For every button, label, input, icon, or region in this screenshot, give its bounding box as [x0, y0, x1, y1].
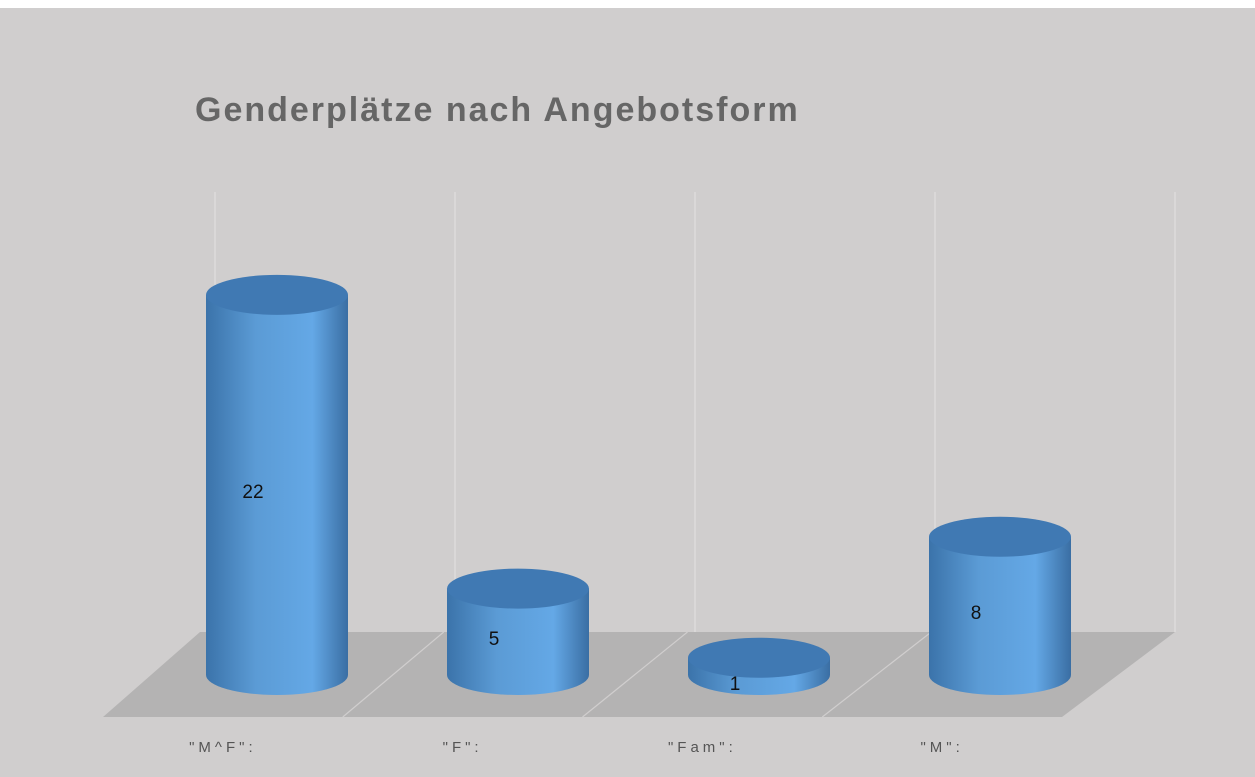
x-tick-label: "M^F":	[189, 739, 257, 756]
data-label: 5	[489, 629, 500, 650]
floor	[103, 632, 1175, 717]
cylinder-top	[929, 516, 1071, 557]
chart-title: Genderplätze nach Angebotsform	[195, 91, 800, 129]
cylinder-top	[688, 637, 830, 678]
cylinder-top	[206, 274, 348, 315]
floor-divider	[582, 631, 688, 718]
data-label: 8	[971, 603, 982, 624]
cylinder-side	[929, 536, 1071, 695]
floor-divider	[821, 631, 932, 718]
cylinder-side	[447, 588, 589, 695]
data-label: 22	[242, 482, 263, 503]
cylinder-top	[447, 568, 589, 609]
x-tick-label: "Fam":	[668, 739, 737, 756]
x-tick-label: "F":	[443, 739, 483, 756]
data-label: 1	[730, 674, 741, 695]
cylinder-side	[206, 294, 348, 695]
x-tick-label: "M":	[920, 739, 963, 756]
floor-divider	[342, 631, 445, 718]
